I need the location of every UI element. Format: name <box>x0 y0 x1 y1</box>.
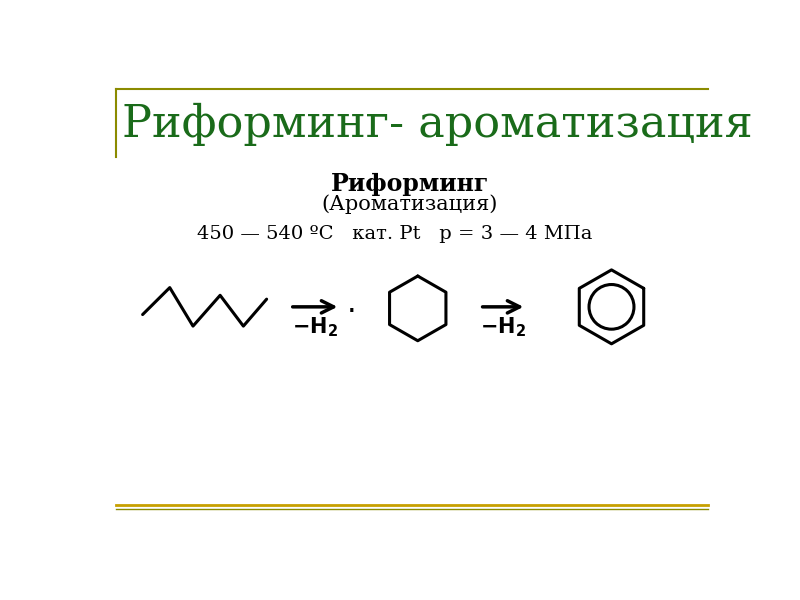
Text: (Ароматизация): (Ароматизация) <box>322 194 498 214</box>
Text: $\mathbf{-H_2}$: $\mathbf{-H_2}$ <box>480 316 526 340</box>
Text: Риформинг- ароматизация: Риформинг- ароматизация <box>122 103 753 146</box>
Text: $\mathbf{-H_2}$: $\mathbf{-H_2}$ <box>292 316 338 340</box>
Text: Риформинг: Риформинг <box>331 172 489 196</box>
Text: .: . <box>347 289 357 318</box>
Text: 450 — 540 ºC   кат. Pt   p = 3 — 4 МПа: 450 — 540 ºC кат. Pt p = 3 — 4 МПа <box>197 224 592 242</box>
